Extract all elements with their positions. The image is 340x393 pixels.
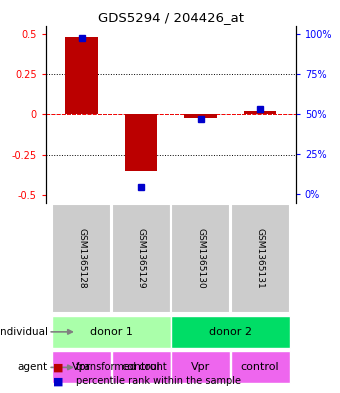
Text: ■: ■ [53,362,63,373]
Bar [231,351,290,383]
Text: GSM1365128: GSM1365128 [77,228,86,289]
Bar [184,114,217,118]
Bar [52,351,111,383]
Text: GSM1365129: GSM1365129 [137,228,146,289]
Text: Vpr: Vpr [191,362,210,373]
Text: control: control [122,362,160,373]
Text: agent: agent [18,362,48,373]
Text: GSM1365131: GSM1365131 [256,228,265,289]
Bar [125,114,157,171]
Bar [52,316,171,348]
Text: individual: individual [0,327,48,337]
Bar [171,316,290,348]
Bar [231,204,290,313]
Title: GDS5294 / 204426_at: GDS5294 / 204426_at [98,11,244,24]
Text: percentile rank within the sample: percentile rank within the sample [76,376,241,386]
Text: control: control [241,362,279,373]
Bar [244,111,276,114]
Bar [171,351,230,383]
Text: transformed count: transformed count [76,362,167,373]
Text: GSM1365130: GSM1365130 [196,228,205,289]
Bar [112,204,171,313]
Text: donor 2: donor 2 [209,327,252,337]
Text: ■: ■ [53,376,63,386]
Text: Vpr: Vpr [72,362,91,373]
Bar [52,204,111,313]
Bar [65,37,98,114]
Bar [171,204,230,313]
Text: donor 1: donor 1 [90,327,133,337]
Bar [112,351,171,383]
